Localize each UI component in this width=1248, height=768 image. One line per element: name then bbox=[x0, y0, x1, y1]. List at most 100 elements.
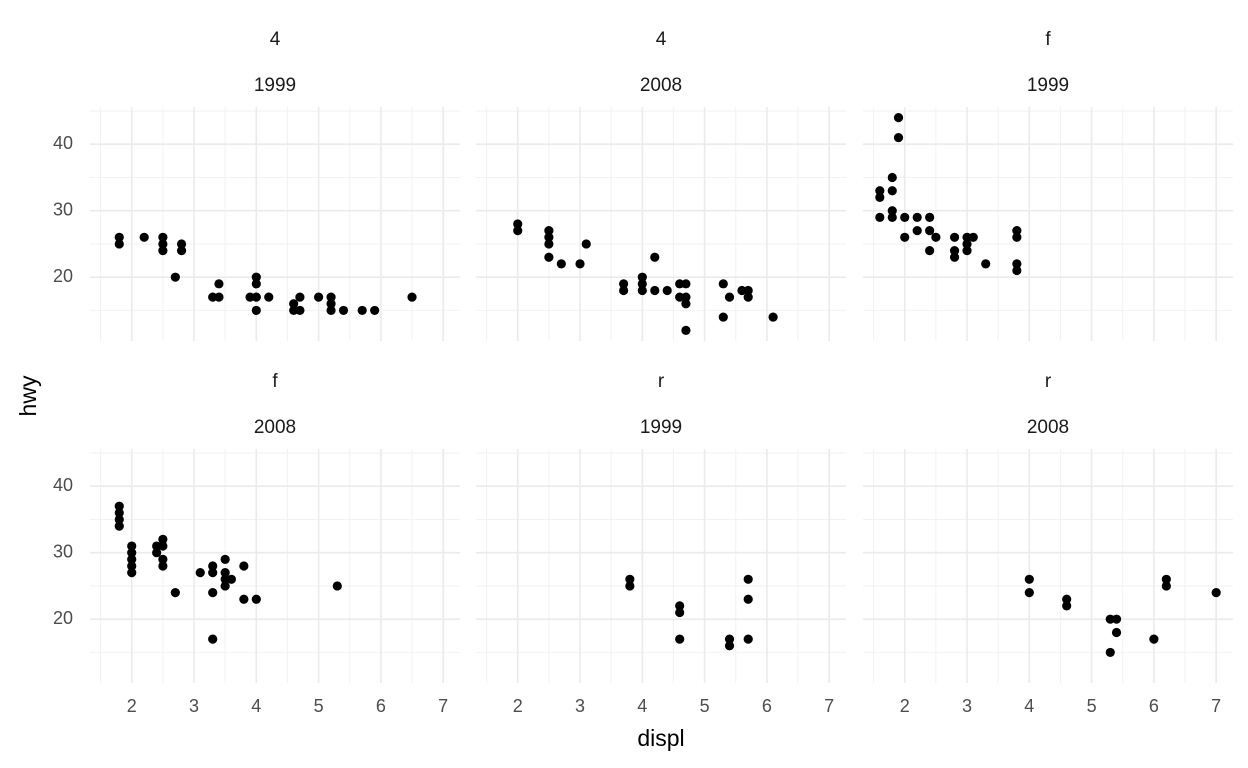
strip-label: 1999 bbox=[1027, 75, 1069, 96]
point bbox=[925, 226, 935, 236]
point bbox=[214, 292, 224, 302]
point bbox=[968, 232, 978, 242]
point bbox=[158, 541, 168, 551]
point bbox=[114, 514, 124, 525]
strip-label: 4 bbox=[270, 29, 281, 50]
point bbox=[900, 212, 910, 222]
point bbox=[743, 292, 753, 302]
point bbox=[662, 285, 672, 296]
point bbox=[724, 634, 735, 644]
strip-label: f bbox=[272, 371, 278, 392]
point bbox=[675, 607, 685, 618]
point bbox=[295, 305, 305, 316]
point bbox=[139, 232, 149, 242]
point bbox=[544, 239, 554, 249]
x-tick-label: 4 bbox=[251, 696, 261, 716]
point bbox=[556, 259, 566, 269]
point bbox=[962, 245, 972, 256]
point bbox=[338, 305, 349, 316]
point bbox=[875, 212, 885, 222]
point bbox=[214, 279, 224, 289]
point bbox=[114, 501, 124, 511]
point bbox=[681, 292, 691, 302]
point bbox=[912, 226, 922, 236]
point bbox=[407, 292, 417, 302]
x-tick-label: 5 bbox=[700, 696, 710, 716]
point bbox=[239, 561, 249, 571]
x-tick-label: 2 bbox=[900, 696, 910, 716]
point bbox=[875, 192, 885, 203]
x-tick-label: 2 bbox=[127, 696, 137, 716]
point bbox=[251, 279, 261, 289]
point bbox=[887, 206, 897, 216]
point bbox=[1024, 574, 1034, 584]
point bbox=[170, 587, 180, 598]
x-tick-label: 6 bbox=[376, 696, 386, 716]
point bbox=[289, 299, 299, 309]
point bbox=[681, 299, 691, 309]
point bbox=[158, 561, 168, 571]
point bbox=[513, 226, 523, 236]
strip-label: r bbox=[1045, 371, 1052, 392]
point bbox=[251, 292, 261, 302]
strip-label: 2008 bbox=[1027, 417, 1069, 438]
point bbox=[949, 252, 960, 262]
x-tick-label: 5 bbox=[314, 696, 324, 716]
point bbox=[575, 259, 585, 269]
x-tick-label: 6 bbox=[762, 696, 772, 716]
point bbox=[544, 226, 554, 236]
strip-label: 1999 bbox=[640, 417, 682, 438]
point bbox=[544, 232, 554, 242]
point bbox=[1149, 634, 1159, 644]
x-tick-label: 4 bbox=[637, 696, 647, 716]
point bbox=[170, 272, 180, 282]
point bbox=[220, 554, 230, 564]
point bbox=[127, 554, 137, 564]
point bbox=[1024, 587, 1034, 598]
point bbox=[513, 219, 523, 229]
point bbox=[208, 587, 218, 598]
point bbox=[1111, 614, 1122, 624]
point bbox=[681, 325, 691, 335]
point bbox=[326, 292, 336, 302]
point bbox=[637, 279, 647, 289]
point bbox=[675, 634, 685, 644]
strip-label: 1999 bbox=[254, 75, 296, 96]
y-tick-label: 40 bbox=[53, 133, 73, 153]
point bbox=[326, 305, 336, 316]
y-tick-label: 20 bbox=[53, 266, 73, 286]
point bbox=[1012, 226, 1022, 236]
y-tick-label: 40 bbox=[53, 475, 73, 495]
point bbox=[1211, 587, 1221, 598]
point bbox=[743, 574, 753, 584]
point bbox=[675, 601, 685, 611]
point bbox=[127, 568, 137, 578]
point bbox=[114, 508, 124, 518]
point bbox=[949, 245, 960, 256]
point bbox=[925, 212, 935, 222]
point bbox=[619, 279, 629, 289]
point bbox=[1012, 232, 1022, 242]
point bbox=[370, 305, 380, 316]
point bbox=[295, 292, 305, 302]
point bbox=[981, 259, 991, 269]
x-tick-label: 7 bbox=[824, 696, 834, 716]
point bbox=[650, 252, 660, 262]
point bbox=[912, 212, 922, 222]
point bbox=[158, 534, 168, 545]
point bbox=[1161, 574, 1171, 584]
point bbox=[1161, 581, 1171, 591]
point bbox=[1062, 594, 1072, 604]
point bbox=[875, 186, 885, 196]
point bbox=[326, 299, 336, 309]
point bbox=[637, 285, 647, 296]
x-tick-label: 5 bbox=[1087, 696, 1097, 716]
point bbox=[239, 594, 249, 604]
point bbox=[768, 312, 778, 322]
point bbox=[208, 568, 218, 578]
x-tick-label: 2 bbox=[513, 696, 523, 716]
point bbox=[314, 292, 324, 302]
point bbox=[114, 521, 124, 531]
point bbox=[619, 285, 629, 296]
point bbox=[681, 279, 691, 289]
